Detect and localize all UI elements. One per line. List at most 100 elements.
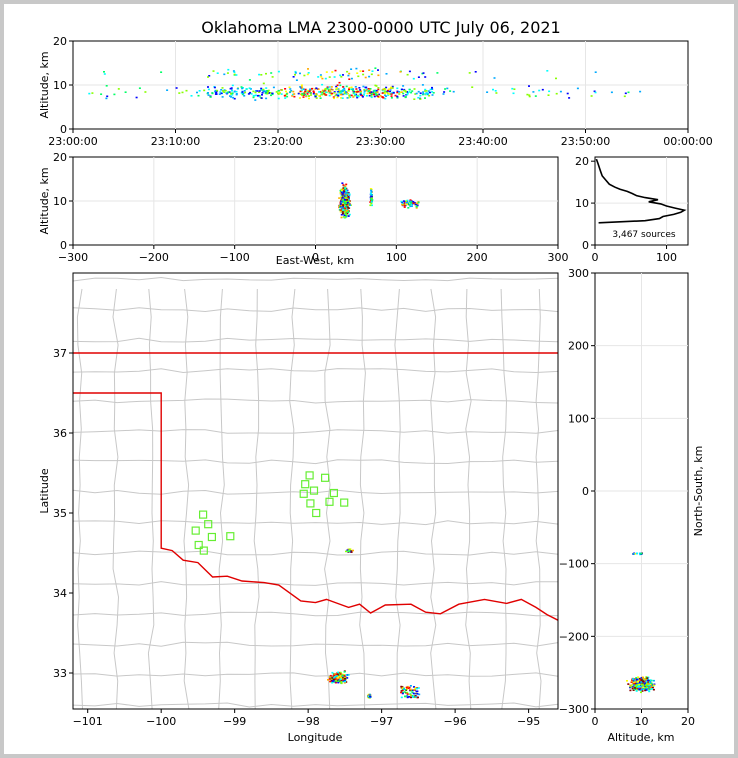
source-point (343, 204, 346, 206)
source-point (339, 671, 342, 674)
source-point (377, 69, 379, 71)
source-point (385, 73, 388, 75)
source-point (436, 72, 439, 74)
source-point (339, 675, 342, 677)
source-point (338, 671, 341, 674)
source-point (341, 205, 344, 208)
source-point (348, 548, 351, 551)
source-point (314, 95, 317, 98)
figure-frame: Oklahoma LMA 2300-0000 UTC July 06, 2021… (4, 4, 734, 754)
source-point (400, 696, 403, 699)
source-point (346, 97, 349, 99)
source-point (643, 685, 646, 687)
county-line (73, 429, 558, 434)
source-point (231, 84, 234, 87)
source-point (403, 691, 406, 693)
source-point (333, 91, 336, 93)
source-point (300, 89, 303, 91)
source-point (631, 687, 634, 690)
source-point (468, 72, 471, 74)
source-point (649, 681, 652, 683)
source-point (637, 681, 639, 683)
source-point (317, 88, 320, 90)
source-point (233, 73, 236, 76)
source-point (406, 93, 409, 96)
source-point (373, 93, 375, 96)
source-point (370, 202, 373, 205)
county-line (218, 288, 225, 709)
source-point (322, 92, 325, 94)
source-point (637, 676, 640, 678)
source-point (629, 686, 631, 689)
source-point (350, 68, 353, 70)
source-point (250, 93, 253, 95)
source-point (541, 88, 544, 91)
source-point (333, 674, 336, 677)
station-marker (340, 498, 349, 507)
source-point (425, 90, 428, 92)
histogram-plot-area (594, 156, 689, 246)
source-point (266, 92, 269, 95)
source-point (117, 88, 120, 90)
source-point (363, 89, 366, 91)
source-point (278, 91, 281, 94)
source-point (412, 77, 415, 80)
source-point (341, 197, 344, 199)
source-point (268, 92, 270, 94)
station-marker (312, 508, 321, 518)
source-point (324, 77, 327, 80)
source-point (248, 79, 251, 81)
source-point (243, 90, 246, 92)
source-point (286, 95, 289, 98)
source-point (262, 88, 265, 91)
source-point (385, 86, 388, 89)
chart-title: Oklahoma LMA 2300-0000 UTC July 06, 2021 (201, 18, 560, 37)
source-point (341, 193, 344, 195)
source-point (359, 70, 362, 72)
source-point (312, 90, 315, 92)
source-point (370, 73, 373, 76)
source-point (431, 94, 434, 96)
source-point (328, 678, 331, 680)
source-point (338, 89, 341, 92)
source-point (340, 76, 343, 78)
source-point (632, 689, 635, 691)
source-point (635, 690, 638, 692)
source-point (409, 688, 412, 691)
source-point (377, 87, 380, 89)
source-point (370, 93, 373, 95)
source-point (528, 85, 530, 87)
source-point (331, 681, 334, 684)
source-point (266, 90, 269, 92)
source-point (319, 74, 322, 76)
source-point (375, 93, 378, 95)
source-point (401, 689, 404, 692)
source-point (271, 93, 274, 96)
county-boundaries (73, 276, 558, 709)
source-point (645, 677, 648, 680)
source-point (534, 95, 537, 97)
source-point (351, 89, 354, 91)
map-ylabel: Latitude (38, 468, 51, 514)
source-point (645, 680, 648, 683)
source-point (341, 93, 344, 96)
y-tick-label: 0 (582, 485, 589, 498)
source-point (638, 678, 641, 680)
source-point (245, 88, 248, 90)
source-point (357, 95, 360, 98)
source-point (343, 201, 346, 204)
source-point (410, 696, 412, 699)
source-point (339, 84, 342, 87)
source-point (230, 96, 233, 98)
source-point (235, 74, 238, 76)
source-point (340, 97, 343, 99)
source-point (368, 69, 371, 71)
source-point (341, 674, 344, 677)
source-point (218, 93, 221, 95)
source-point (414, 93, 417, 95)
east-west-ylabel: Altitude, km (38, 167, 51, 234)
source-point (411, 695, 414, 697)
source-point (337, 671, 340, 674)
source-point (401, 692, 404, 695)
source-point (357, 90, 360, 93)
